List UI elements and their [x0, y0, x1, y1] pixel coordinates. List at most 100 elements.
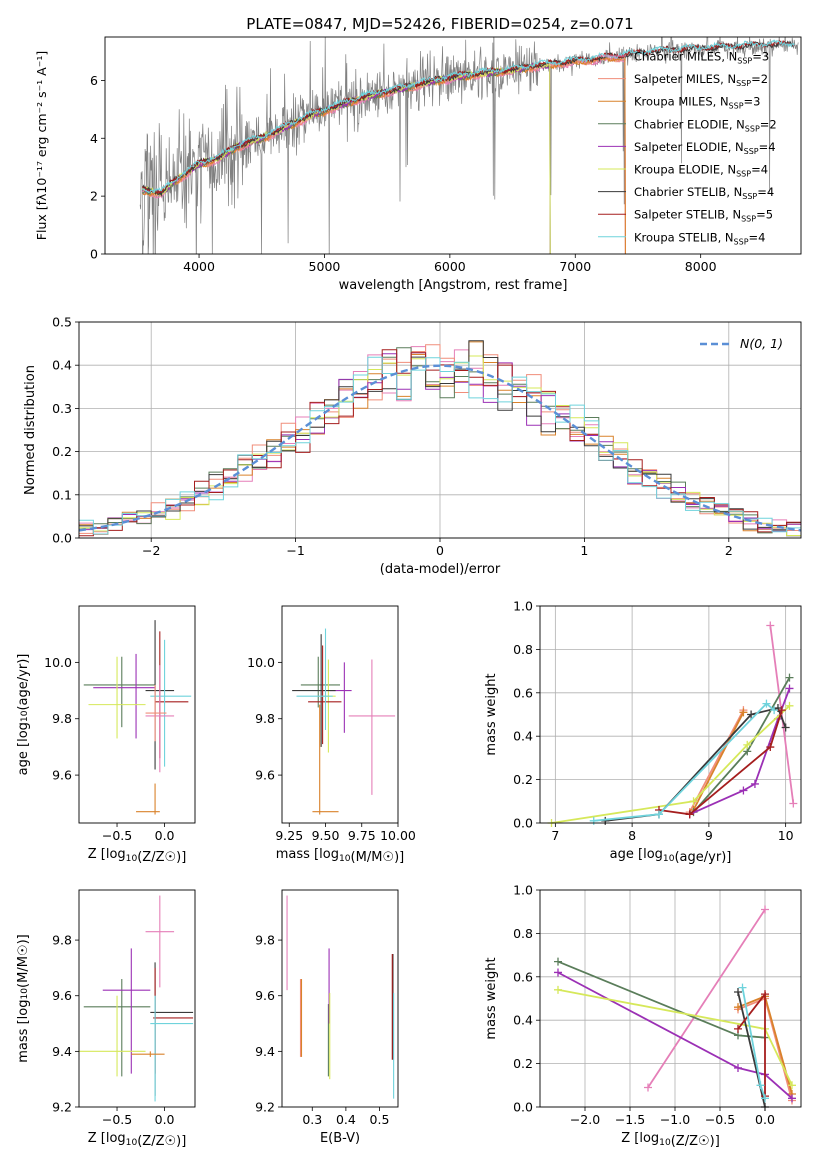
plus-marker — [554, 985, 562, 994]
y-tick-label: 0.2 — [513, 1056, 533, 1071]
x-tick-label: −1.5 — [615, 1112, 645, 1127]
legend-label: Kroupa ELODIE, NSSP=4 — [634, 163, 768, 179]
y-axis-label: Flux [fλ10⁻¹⁷ erg cm⁻² s⁻¹ A⁻¹] — [34, 51, 49, 240]
model-spectrum-line — [142, 40, 795, 197]
y-tick-label: 9.6 — [52, 768, 72, 783]
x-tick-label: 9.50 — [312, 828, 340, 843]
series-line — [557, 971, 793, 1099]
x-axis-label: age [log10(age/yr)] — [610, 847, 732, 865]
points-mass-vs-z — [79, 895, 194, 1102]
panels: 4000 5000 6000 7000 8000 0 2 4 6 wavelength [Angs… — [16, 36, 802, 1149]
points-mass-vs-ebv — [286, 895, 395, 1099]
axes-frame-mass-vs-z — [78, 889, 196, 1108]
y-tick-label: 0.3 — [52, 401, 72, 416]
x-axis-label: E(B-V) — [320, 1131, 360, 1146]
x-tick-label: −2 — [142, 543, 160, 558]
y-tick-label: 0.6 — [513, 969, 533, 984]
y-tick-label: 2 — [90, 189, 98, 204]
y-tick-label: 0.2 — [513, 772, 533, 787]
plus-marker — [734, 987, 742, 996]
x-axis-label: (data-model)/error — [380, 562, 501, 577]
x-axis-label: Z [log10(Z/Z☉)] — [621, 1131, 720, 1149]
x-tick-label: −2.0 — [570, 1112, 600, 1127]
legend-label: Salpeter STELIB, NSSP=5 — [634, 208, 773, 224]
x-tick-label: 9 — [705, 828, 713, 843]
axes-spectrum: 4000 5000 6000 7000 8000 0 2 4 6 — [90, 73, 717, 274]
x-tick-label: 7000 — [559, 259, 591, 274]
plus-marker — [644, 1083, 652, 1092]
plus-marker — [785, 701, 794, 710]
axes-frame-massweight-vs-age — [539, 605, 802, 824]
lines-massweight-vs-z — [554, 905, 796, 1111]
y-tick-label: 0.0 — [52, 531, 72, 546]
plus-marker — [554, 968, 562, 977]
y-tick-label: 0.4 — [513, 1013, 533, 1028]
axes-age-vs-z: −0.5 0.0 9.6 9.8 10.0 — [44, 655, 174, 843]
plus-marker — [739, 786, 748, 795]
series-line — [551, 705, 791, 824]
x-tick-label: 0.4 — [336, 1112, 356, 1127]
legend-label: Chabrier STELIB, NSSP=4 — [634, 185, 774, 201]
y-tick-label: 9.8 — [255, 933, 275, 948]
series-line — [658, 709, 783, 816]
x-tick-label: 0 — [436, 543, 444, 558]
x-tick-label: −0.5 — [705, 1112, 735, 1127]
x-tick-label: 0.0 — [755, 1112, 775, 1127]
x-axis-label: mass [log10(M/M☉)] — [276, 847, 404, 865]
axes-mass-vs-ebv: 0.3 0.4 0.5 9.2 9.4 9.6 9.8 — [255, 933, 389, 1127]
x-tick-label: 0.0 — [155, 1112, 175, 1127]
y-tick-label: 1.0 — [513, 599, 533, 614]
x-tick-label: −0.5 — [102, 828, 132, 843]
axes-frame-residuals — [78, 321, 802, 539]
figure-title: PLATE=0847, MJD=52426, FIBERID=0254, z=0… — [246, 15, 633, 33]
y-tick-label: 0.5 — [52, 315, 72, 330]
x-axis-label: Z [log10(Z/Z☉)] — [88, 1131, 187, 1149]
y-tick-label: 9.8 — [52, 711, 72, 726]
plus-marker — [601, 816, 610, 825]
residuals-plot — [79, 340, 801, 537]
axes-age-vs-mass: 9.25 9.50 9.75 10.00 9.6 9.8 10.0 — [247, 655, 416, 843]
x-axis-label: wavelength [Angstrom, rest frame] — [339, 278, 568, 293]
plus-marker — [654, 810, 663, 819]
plus-marker — [750, 779, 759, 788]
y-tick-label: 9.4 — [255, 1044, 275, 1059]
y-tick-label: 9.2 — [52, 1100, 72, 1115]
x-tick-label: −1 — [286, 543, 304, 558]
plus-marker — [788, 1081, 796, 1090]
y-tick-label: 0.0 — [513, 816, 533, 831]
axes-mass-vs-z: −0.5 0.0 9.2 9.4 9.6 9.8 — [52, 933, 174, 1127]
legend: Chabrier MILES, NSSP=3 Salpeter MILES, NS… — [598, 50, 777, 246]
plus-marker — [761, 990, 769, 999]
axes-frame-spectrum — [104, 36, 802, 255]
legend-label: Chabrier MILES, NSSP=3 — [634, 50, 769, 66]
y-tick-label: 0.8 — [513, 926, 533, 941]
y-axis-label: Normed distribution — [23, 365, 38, 495]
axes-frame-massweight-vs-z — [539, 889, 802, 1108]
x-tick-label: 7 — [551, 828, 559, 843]
legend-label: Salpeter ELODIE, NSSP=4 — [634, 140, 776, 156]
y-tick-label: 9.8 — [255, 711, 275, 726]
plus-marker — [739, 708, 748, 717]
plus-marker — [762, 699, 771, 708]
y-tick-label: 0.4 — [513, 729, 533, 744]
model-spectrum-line — [142, 39, 795, 194]
points-age-vs-z — [83, 620, 192, 815]
y-tick-label: 0.1 — [52, 487, 72, 502]
plus-marker — [756, 1081, 765, 1090]
y-tick-label: 9.2 — [255, 1100, 275, 1115]
y-tick-label: 9.4 — [52, 1044, 72, 1059]
y-tick-label: 0.6 — [513, 685, 533, 700]
plus-marker — [685, 810, 694, 819]
y-axis-label: mass weight — [484, 957, 499, 1039]
x-tick-label: 10 — [778, 828, 794, 843]
x-tick-label: 8 — [628, 828, 636, 843]
x-tick-label: 2 — [725, 543, 733, 558]
plus-marker — [589, 816, 598, 825]
points-age-vs-mass — [292, 628, 396, 815]
series-line — [647, 909, 766, 1088]
axes-massweight-vs-age: 7 8 9 10 0.0 0.2 0.4 0.6 0.8 1.0 — [513, 599, 801, 843]
plus-marker — [761, 905, 769, 914]
legend-label: Salpeter MILES, NSSP=2 — [634, 72, 768, 88]
